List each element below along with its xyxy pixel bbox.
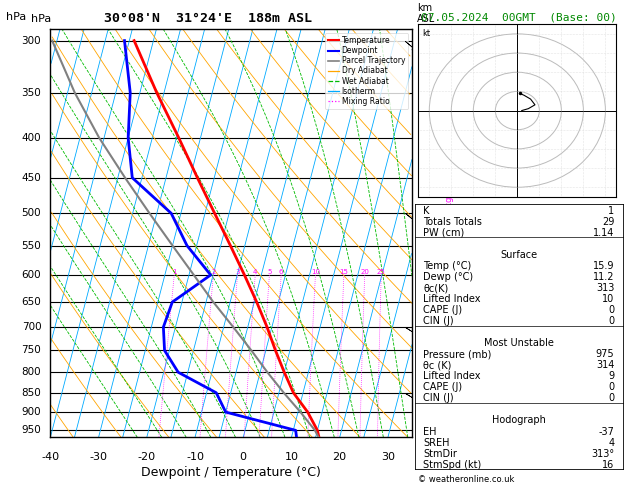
Text: km
ASL: km ASL — [418, 2, 436, 24]
Text: 10: 10 — [602, 294, 615, 304]
Text: 6: 6 — [418, 157, 423, 167]
Text: -10: -10 — [186, 451, 204, 462]
Text: 6: 6 — [279, 269, 284, 275]
Text: 4: 4 — [253, 269, 257, 275]
Text: EH: EH — [423, 427, 437, 436]
Text: LCL: LCL — [418, 415, 433, 424]
Text: 300: 300 — [21, 35, 42, 46]
Text: Dewpoint / Temperature (°C): Dewpoint / Temperature (°C) — [142, 466, 321, 479]
Text: 975: 975 — [596, 349, 615, 359]
Text: 3: 3 — [235, 269, 240, 275]
Legend: Temperature, Dewpoint, Parcel Trajectory, Dry Adiabat, Wet Adiabat, Isotherm, Mi: Temperature, Dewpoint, Parcel Trajectory… — [325, 33, 408, 109]
Text: 2: 2 — [418, 365, 424, 375]
Text: 9: 9 — [608, 371, 615, 382]
Text: Most Unstable: Most Unstable — [484, 338, 554, 348]
Text: Temp (°C): Temp (°C) — [423, 261, 472, 271]
Text: -37: -37 — [599, 427, 615, 436]
Text: 20: 20 — [333, 451, 347, 462]
Text: 313: 313 — [596, 283, 615, 293]
Text: © weatheronline.co.uk: © weatheronline.co.uk — [418, 474, 515, 484]
Text: 750: 750 — [21, 346, 42, 355]
Text: 950: 950 — [21, 425, 42, 435]
Text: StmDir: StmDir — [423, 449, 457, 459]
Text: -40: -40 — [42, 451, 59, 462]
Text: 600: 600 — [21, 270, 42, 280]
Text: 0: 0 — [608, 393, 615, 403]
Text: 10: 10 — [284, 451, 298, 462]
Text: 30: 30 — [381, 451, 395, 462]
Text: 900: 900 — [21, 407, 42, 417]
Text: hPa: hPa — [31, 14, 52, 24]
Text: 15.9: 15.9 — [593, 261, 615, 271]
Text: 11.2: 11.2 — [593, 272, 615, 282]
Text: 5: 5 — [267, 269, 272, 275]
Text: 10: 10 — [311, 269, 320, 275]
Text: 25: 25 — [377, 269, 386, 275]
Text: 30°08'N  31°24'E  188m ASL: 30°08'N 31°24'E 188m ASL — [104, 12, 311, 25]
Text: StmSpd (kt): StmSpd (kt) — [423, 460, 482, 469]
Text: Pressure (mb): Pressure (mb) — [423, 349, 492, 359]
Text: CIN (J): CIN (J) — [423, 393, 454, 403]
Text: PW (cm): PW (cm) — [423, 228, 465, 238]
Text: kt: kt — [422, 30, 430, 38]
Text: 313°: 313° — [591, 449, 615, 459]
Text: 550: 550 — [21, 241, 42, 251]
Text: 1.14: 1.14 — [593, 228, 615, 238]
Text: 8: 8 — [418, 47, 423, 57]
Text: 700: 700 — [21, 322, 42, 332]
Text: Surface: Surface — [500, 250, 538, 260]
Text: CAPE (J): CAPE (J) — [423, 382, 462, 392]
Text: 800: 800 — [21, 367, 42, 377]
Text: hPa: hPa — [6, 12, 26, 22]
Text: CAPE (J): CAPE (J) — [423, 305, 462, 315]
Text: 07.05.2024  00GMT  (Base: 00): 07.05.2024 00GMT (Base: 00) — [421, 12, 617, 22]
Text: 314: 314 — [596, 360, 615, 370]
Text: CIN (J): CIN (J) — [423, 316, 454, 326]
Text: 0: 0 — [608, 316, 615, 326]
Text: 1: 1 — [418, 433, 423, 442]
Text: 4: 4 — [608, 437, 615, 448]
Text: 650: 650 — [21, 297, 42, 307]
Text: 20: 20 — [360, 269, 369, 275]
Text: SREH: SREH — [423, 437, 450, 448]
Text: θᴄ (K): θᴄ (K) — [423, 360, 452, 370]
Text: Totals Totals: Totals Totals — [423, 217, 482, 227]
Text: 400: 400 — [21, 133, 42, 143]
Text: 29: 29 — [602, 217, 615, 227]
Text: 0: 0 — [240, 451, 247, 462]
Text: θᴄ(K): θᴄ(K) — [423, 283, 448, 293]
Text: 0: 0 — [608, 382, 615, 392]
Text: Hodograph: Hodograph — [492, 416, 546, 425]
Text: Lifted Index: Lifted Index — [423, 371, 481, 382]
Text: -30: -30 — [89, 451, 108, 462]
Text: 1: 1 — [608, 206, 615, 216]
Text: 15: 15 — [340, 269, 348, 275]
Text: 0: 0 — [608, 305, 615, 315]
Text: Dewp (°C): Dewp (°C) — [423, 272, 474, 282]
Text: 2: 2 — [211, 269, 216, 275]
Text: 3: 3 — [418, 317, 423, 327]
Text: 850: 850 — [21, 388, 42, 398]
Text: 4: 4 — [418, 259, 423, 269]
Text: 350: 350 — [21, 88, 42, 98]
Text: 500: 500 — [21, 208, 42, 218]
Text: 1: 1 — [172, 269, 177, 275]
Text: 16: 16 — [602, 460, 615, 469]
Text: 7: 7 — [418, 104, 424, 115]
Text: -20: -20 — [138, 451, 156, 462]
Text: 5: 5 — [418, 208, 424, 218]
Text: Lifted Index: Lifted Index — [423, 294, 481, 304]
Text: 450: 450 — [21, 173, 42, 183]
Text: K: K — [423, 206, 430, 216]
Text: Mixing Ratio (g/kg): Mixing Ratio (g/kg) — [445, 193, 454, 273]
